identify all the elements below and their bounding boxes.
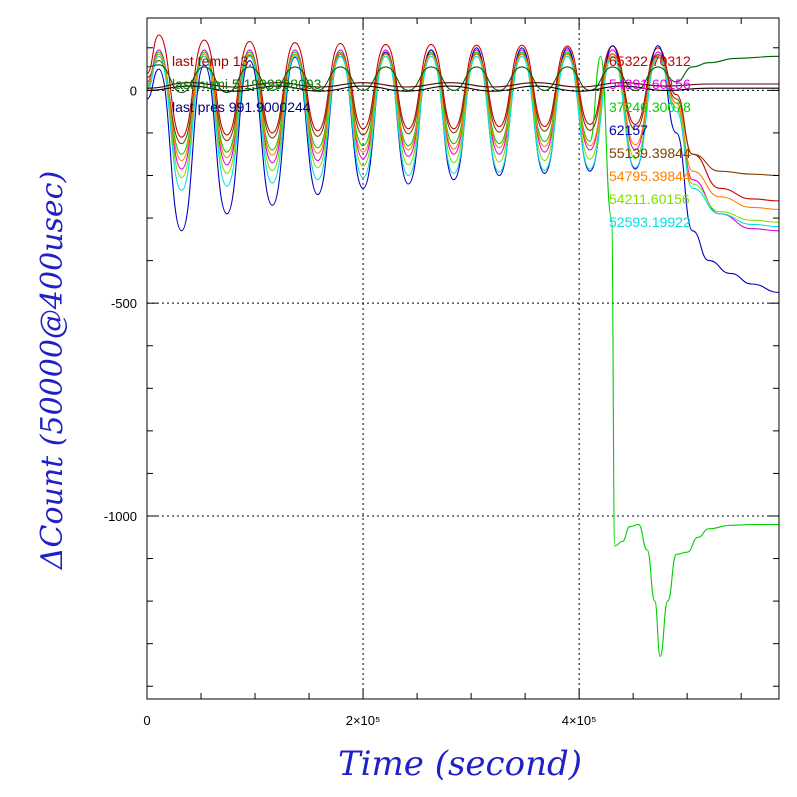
series-line — [147, 55, 779, 94]
axis-ticks — [146, 18, 779, 699]
series-line — [147, 55, 779, 228]
x-tick-label: 2×10⁵ — [346, 713, 381, 728]
legend-entry: 52593.19922 — [609, 214, 691, 230]
series-line — [147, 82, 779, 89]
plot-frame — [146, 17, 780, 700]
y-tick-label: -500 — [111, 296, 137, 311]
series-line — [147, 53, 779, 211]
legend-entry: 65322.70312 — [609, 53, 691, 69]
series-line — [147, 45, 779, 294]
x-tick-label: 4×10⁵ — [562, 713, 597, 728]
legend-entry: 54391.60156 — [609, 76, 691, 92]
annotation-text: last pres 991.9000244 — [172, 99, 311, 115]
annotation-text: last temp 13. — [172, 53, 252, 69]
series-line — [147, 34, 779, 202]
series-line — [147, 85, 779, 92]
left-annotations: last temp 13. last humi 5.1999998093 last … — [172, 53, 322, 115]
y-tick-label: -1000 — [104, 509, 137, 524]
legend-entry: 54211.60156 — [609, 191, 690, 207]
legend-entry: 37246.30078 — [609, 99, 691, 115]
series-lines — [147, 34, 779, 657]
x-axis-title: Time (second) — [338, 744, 582, 784]
legend-entry: 62157 — [609, 122, 648, 138]
annotation-text: last humi 5.1999998093 — [172, 76, 322, 92]
tick-labels: 0 2×10⁵ 4×10⁵ 0 -500 -1000 — [104, 83, 597, 728]
x-tick-label: 0 — [143, 713, 150, 728]
legend: 65322.70312 54391.60156 37246.30078 62157 55… — [609, 53, 691, 230]
legend-entry: 54795.39844 — [609, 168, 691, 184]
legend-entry: 55139.39844 — [609, 145, 691, 161]
y-axis-title: ΔCount (50000@400usec) — [35, 171, 70, 570]
y-tick-label: 0 — [130, 83, 137, 98]
